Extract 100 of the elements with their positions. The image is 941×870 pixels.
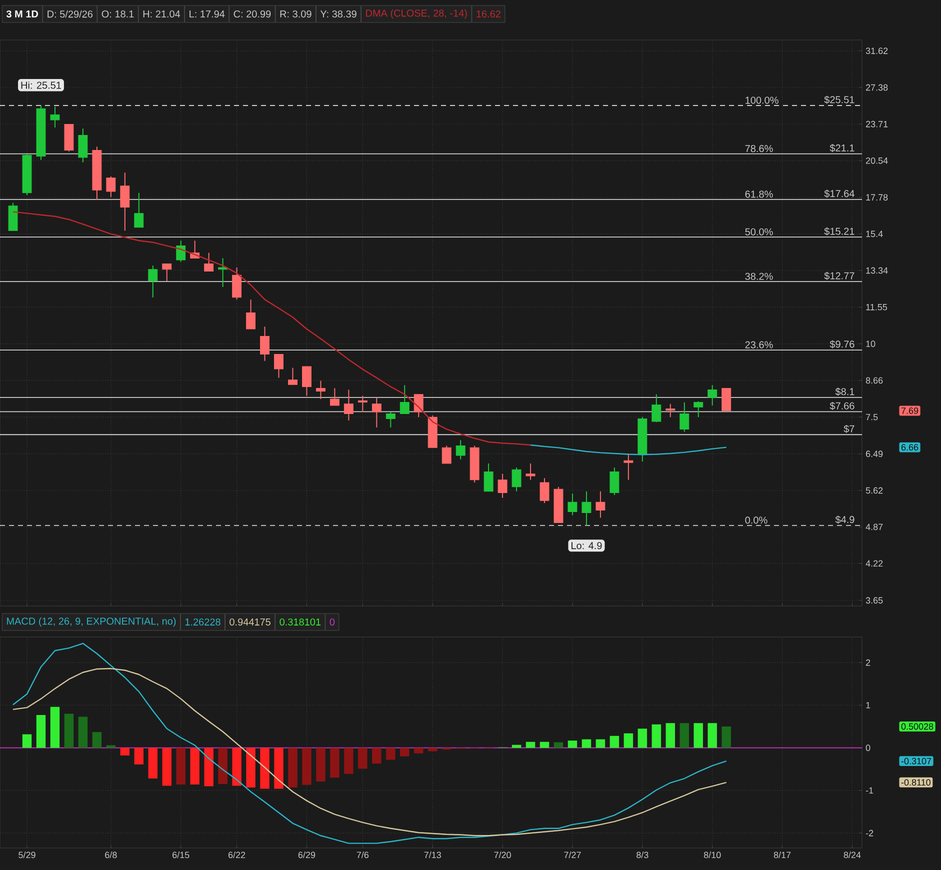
x-tick-label: 8/24 <box>844 852 861 858</box>
bar <box>344 748 354 774</box>
annotation: 38.2% <box>745 272 773 280</box>
text: 0.50028 <box>901 723 934 730</box>
y-tick-label: 1 <box>866 702 870 708</box>
x-tick-label: 8/10 <box>704 852 721 858</box>
candlestick <box>148 265 158 298</box>
ref-line-label: $25.51 <box>824 96 854 104</box>
annotation: 0.0% <box>745 516 768 524</box>
bar <box>218 748 228 784</box>
bar <box>722 726 731 748</box>
bar <box>64 714 74 748</box>
ref-line-label: $9.76 <box>830 340 854 348</box>
candlestick <box>78 128 88 163</box>
text: Y: 38.39 <box>320 10 356 18</box>
x-tick-label: 7/6 <box>356 852 369 858</box>
bar <box>568 740 578 748</box>
bar <box>386 748 396 760</box>
ref-line-label: $8.1 <box>835 388 854 396</box>
candlestick <box>680 402 690 432</box>
bar <box>50 706 60 748</box>
bar <box>120 748 130 756</box>
bar <box>694 723 703 748</box>
bar <box>330 748 340 778</box>
candlestick <box>568 493 578 516</box>
y-tick-label: 5.62 <box>866 487 883 494</box>
y-tick-label: 4.87 <box>866 524 883 530</box>
candlestick <box>274 354 284 378</box>
ref-line-label: $12.77 <box>824 272 854 280</box>
text: D: 5/29/26 <box>48 10 93 18</box>
text: 1.26228 <box>185 618 220 626</box>
y-tick-label: 23.71 <box>866 120 888 128</box>
candlestick <box>400 384 410 414</box>
bar <box>190 748 200 784</box>
y-tick-label: 4.22 <box>866 560 883 567</box>
x-tick-label: 7/27 <box>564 852 581 858</box>
y-tick-label: 6.49 <box>866 450 883 458</box>
y-tick-label: 17.78 <box>866 194 888 201</box>
bar <box>680 723 689 748</box>
candlestick <box>260 326 270 362</box>
y-tick-label: 7.5 <box>866 414 878 420</box>
bar <box>610 736 620 748</box>
bar <box>260 748 270 789</box>
candlestick <box>344 389 354 421</box>
bar <box>232 748 242 786</box>
bar <box>36 715 46 748</box>
bar <box>372 748 382 764</box>
text: L: 17.94 <box>190 10 225 18</box>
bar <box>288 748 298 788</box>
candlestick <box>358 395 368 413</box>
bar <box>316 748 326 782</box>
candlestick <box>134 192 144 228</box>
candlestick <box>386 412 396 428</box>
text: -0.3107 <box>901 758 932 764</box>
candlestick <box>666 403 676 418</box>
candlestick <box>652 394 662 423</box>
y-tick-label: 13.34 <box>866 267 888 274</box>
y-tick-label: 8.66 <box>866 377 883 384</box>
bar <box>148 748 158 779</box>
text: DMA (CLOSE, 28, -14) <box>366 9 467 19</box>
annotation: 50.0% <box>745 228 773 236</box>
candlestick <box>218 258 228 288</box>
candlestick <box>708 384 718 406</box>
text: 0.944175 <box>230 618 270 626</box>
x-tick-label: 6/29 <box>298 852 316 858</box>
ref-line-label: $4.9 <box>835 516 854 524</box>
bar <box>624 733 634 748</box>
x-tick-label: 5/29 <box>18 852 36 858</box>
bar <box>134 748 144 764</box>
candlestick <box>596 490 606 518</box>
y-tick-label: -2 <box>866 830 874 836</box>
y-tick-label: 31.62 <box>866 48 888 54</box>
text: O: 18.1 <box>102 10 134 18</box>
text: C: 20.99 <box>234 10 271 18</box>
candlestick <box>288 367 298 386</box>
annotation: Lo: 4.9 <box>572 542 602 550</box>
bar <box>176 748 186 784</box>
candlestick <box>50 106 60 128</box>
text: 0 <box>330 618 335 626</box>
x-tick-label: 8/3 <box>636 852 648 858</box>
annotation: 100.0% <box>746 96 778 104</box>
text: H: 21.04 <box>143 10 180 18</box>
candlestick <box>512 467 522 492</box>
bar <box>554 742 564 748</box>
bar <box>582 739 592 748</box>
bar <box>78 716 88 748</box>
annotation: 23.6% <box>745 341 773 348</box>
candlestick <box>106 176 116 198</box>
ref-line-label: $17.64 <box>824 190 854 198</box>
y-tick-label: 27.38 <box>866 84 888 91</box>
bar <box>246 748 256 788</box>
chart-title: MACD (12, 26, 9, EXPONENTIAL, no) <box>7 617 176 627</box>
bar <box>358 748 368 769</box>
y-tick-label: 2 <box>866 659 870 666</box>
y-tick-label: 0 <box>866 744 870 752</box>
bar <box>512 744 522 748</box>
bar <box>526 742 536 748</box>
line-series <box>530 444 727 456</box>
bar <box>638 728 648 748</box>
bar <box>204 748 214 786</box>
